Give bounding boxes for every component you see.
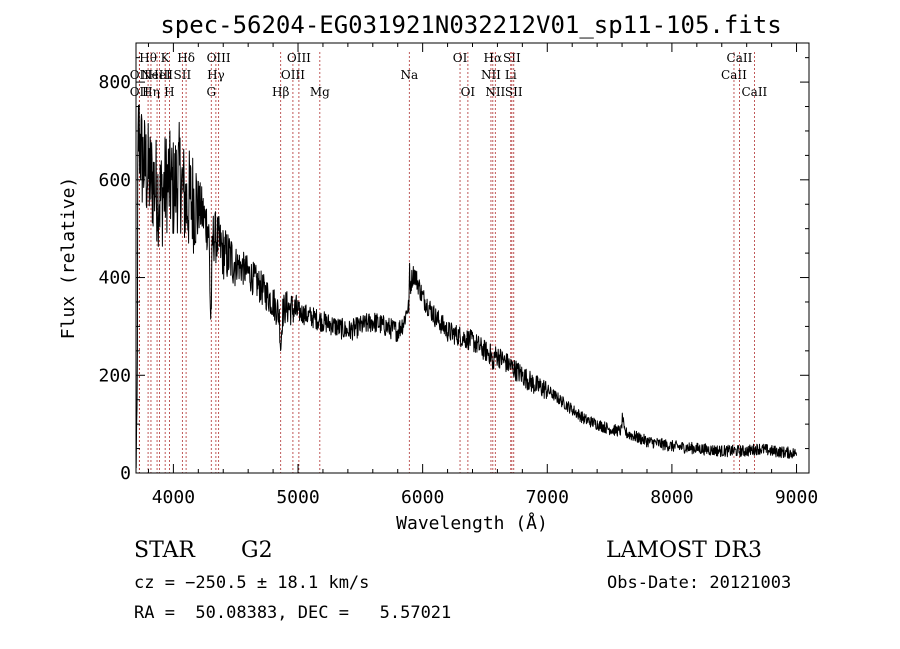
spectral-line-label: CaII — [727, 51, 753, 65]
x-axis-ticks: 4000 5000 6000 7000 8000 9000 — [147, 43, 818, 508]
x-tick-label: 8000 — [650, 487, 693, 508]
spectral-line-label: Li — [505, 68, 517, 82]
spectral-line-label: H — [164, 85, 174, 99]
spectral-line-label: Na — [400, 68, 418, 82]
y-tick-label: 200 — [98, 365, 131, 386]
observation-date: Obs-Date: 20121003 — [607, 573, 792, 593]
survey-name: LAMOST DR3 — [606, 538, 762, 563]
spectral-line-label: SII — [505, 85, 523, 99]
plot-frame — [135, 42, 810, 474]
spectral-line-label: G — [206, 85, 216, 99]
spectral-line-label: NeIII — [141, 68, 173, 82]
spectral-line-label: Hδ — [177, 51, 195, 65]
spectral-line-label: CaII — [741, 85, 767, 99]
spectral-line-label: OI — [461, 85, 476, 99]
spectral-line-label: Mg — [310, 85, 330, 99]
x-tick-label: 7000 — [526, 487, 569, 508]
y-tick-label: 600 — [98, 170, 131, 191]
spectral-line-label: Hθ — [139, 51, 157, 65]
spectral-line-label: Hα — [484, 51, 503, 65]
spectral-line-label: Hγ — [207, 68, 225, 82]
spectral-line-label: NII — [481, 68, 501, 82]
spectral-line-label: Hβ — [272, 85, 289, 99]
spectrum-series — [135, 104, 797, 469]
x-axis-label: Wavelength (Å) — [396, 512, 548, 534]
spectral-line-label: OII — [130, 68, 150, 82]
spectral-line-label: SII — [503, 51, 521, 65]
spectral-line-label: OI — [453, 51, 468, 65]
spectral-line-label: SII — [174, 68, 192, 82]
x-tick-label: 5000 — [276, 487, 319, 508]
chart-title: spec-56204-EG031921N032212V01_sp11-105.f… — [160, 11, 781, 39]
spectral-line-label: OIII — [207, 51, 231, 65]
y-tick-label: 0 — [120, 463, 131, 484]
y-tick-label: 400 — [98, 268, 131, 289]
spectrum-line — [135, 104, 797, 469]
spectral-line-label: HeI — [148, 68, 171, 82]
spectral-line-label: OIII — [281, 68, 305, 82]
coordinates: RA = 50.08383, DEC = 5.57021 — [134, 603, 452, 623]
spectral-line-label: Hη — [142, 85, 160, 99]
object-subclass: G2 — [241, 538, 273, 563]
redshift-cz: cz = −250.5 ± 18.1 km/s — [134, 573, 370, 593]
object-class: STAR — [134, 538, 195, 563]
spectral-line-label: CaII — [721, 68, 747, 82]
spectral-line-label: K — [161, 51, 171, 65]
spectral-line-label: NII — [485, 85, 505, 99]
spectral-line-label: OIII — [287, 51, 311, 65]
spectral-line-markers: OIIOIIHθHηNeIIIHeIKHSIIHδGHγOIIIHβOIIIOI… — [130, 51, 768, 473]
y-tick-label: 800 — [98, 72, 131, 93]
x-tick-label: 4000 — [152, 487, 195, 508]
x-tick-label: 6000 — [401, 487, 444, 508]
y-axis-label: Flux (relative) — [58, 177, 79, 340]
x-tick-label: 9000 — [775, 487, 818, 508]
y-axis-ticks: 0 200 400 600 800 — [98, 57, 809, 484]
